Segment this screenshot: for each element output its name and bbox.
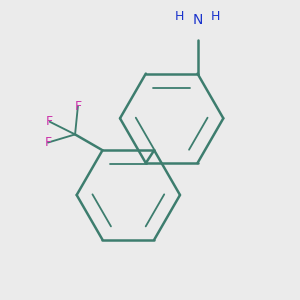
Text: F: F	[46, 115, 53, 128]
Text: F: F	[44, 136, 52, 149]
Text: F: F	[74, 100, 82, 113]
Text: H: H	[211, 11, 220, 23]
Text: N: N	[192, 13, 203, 27]
Text: H: H	[175, 11, 184, 23]
